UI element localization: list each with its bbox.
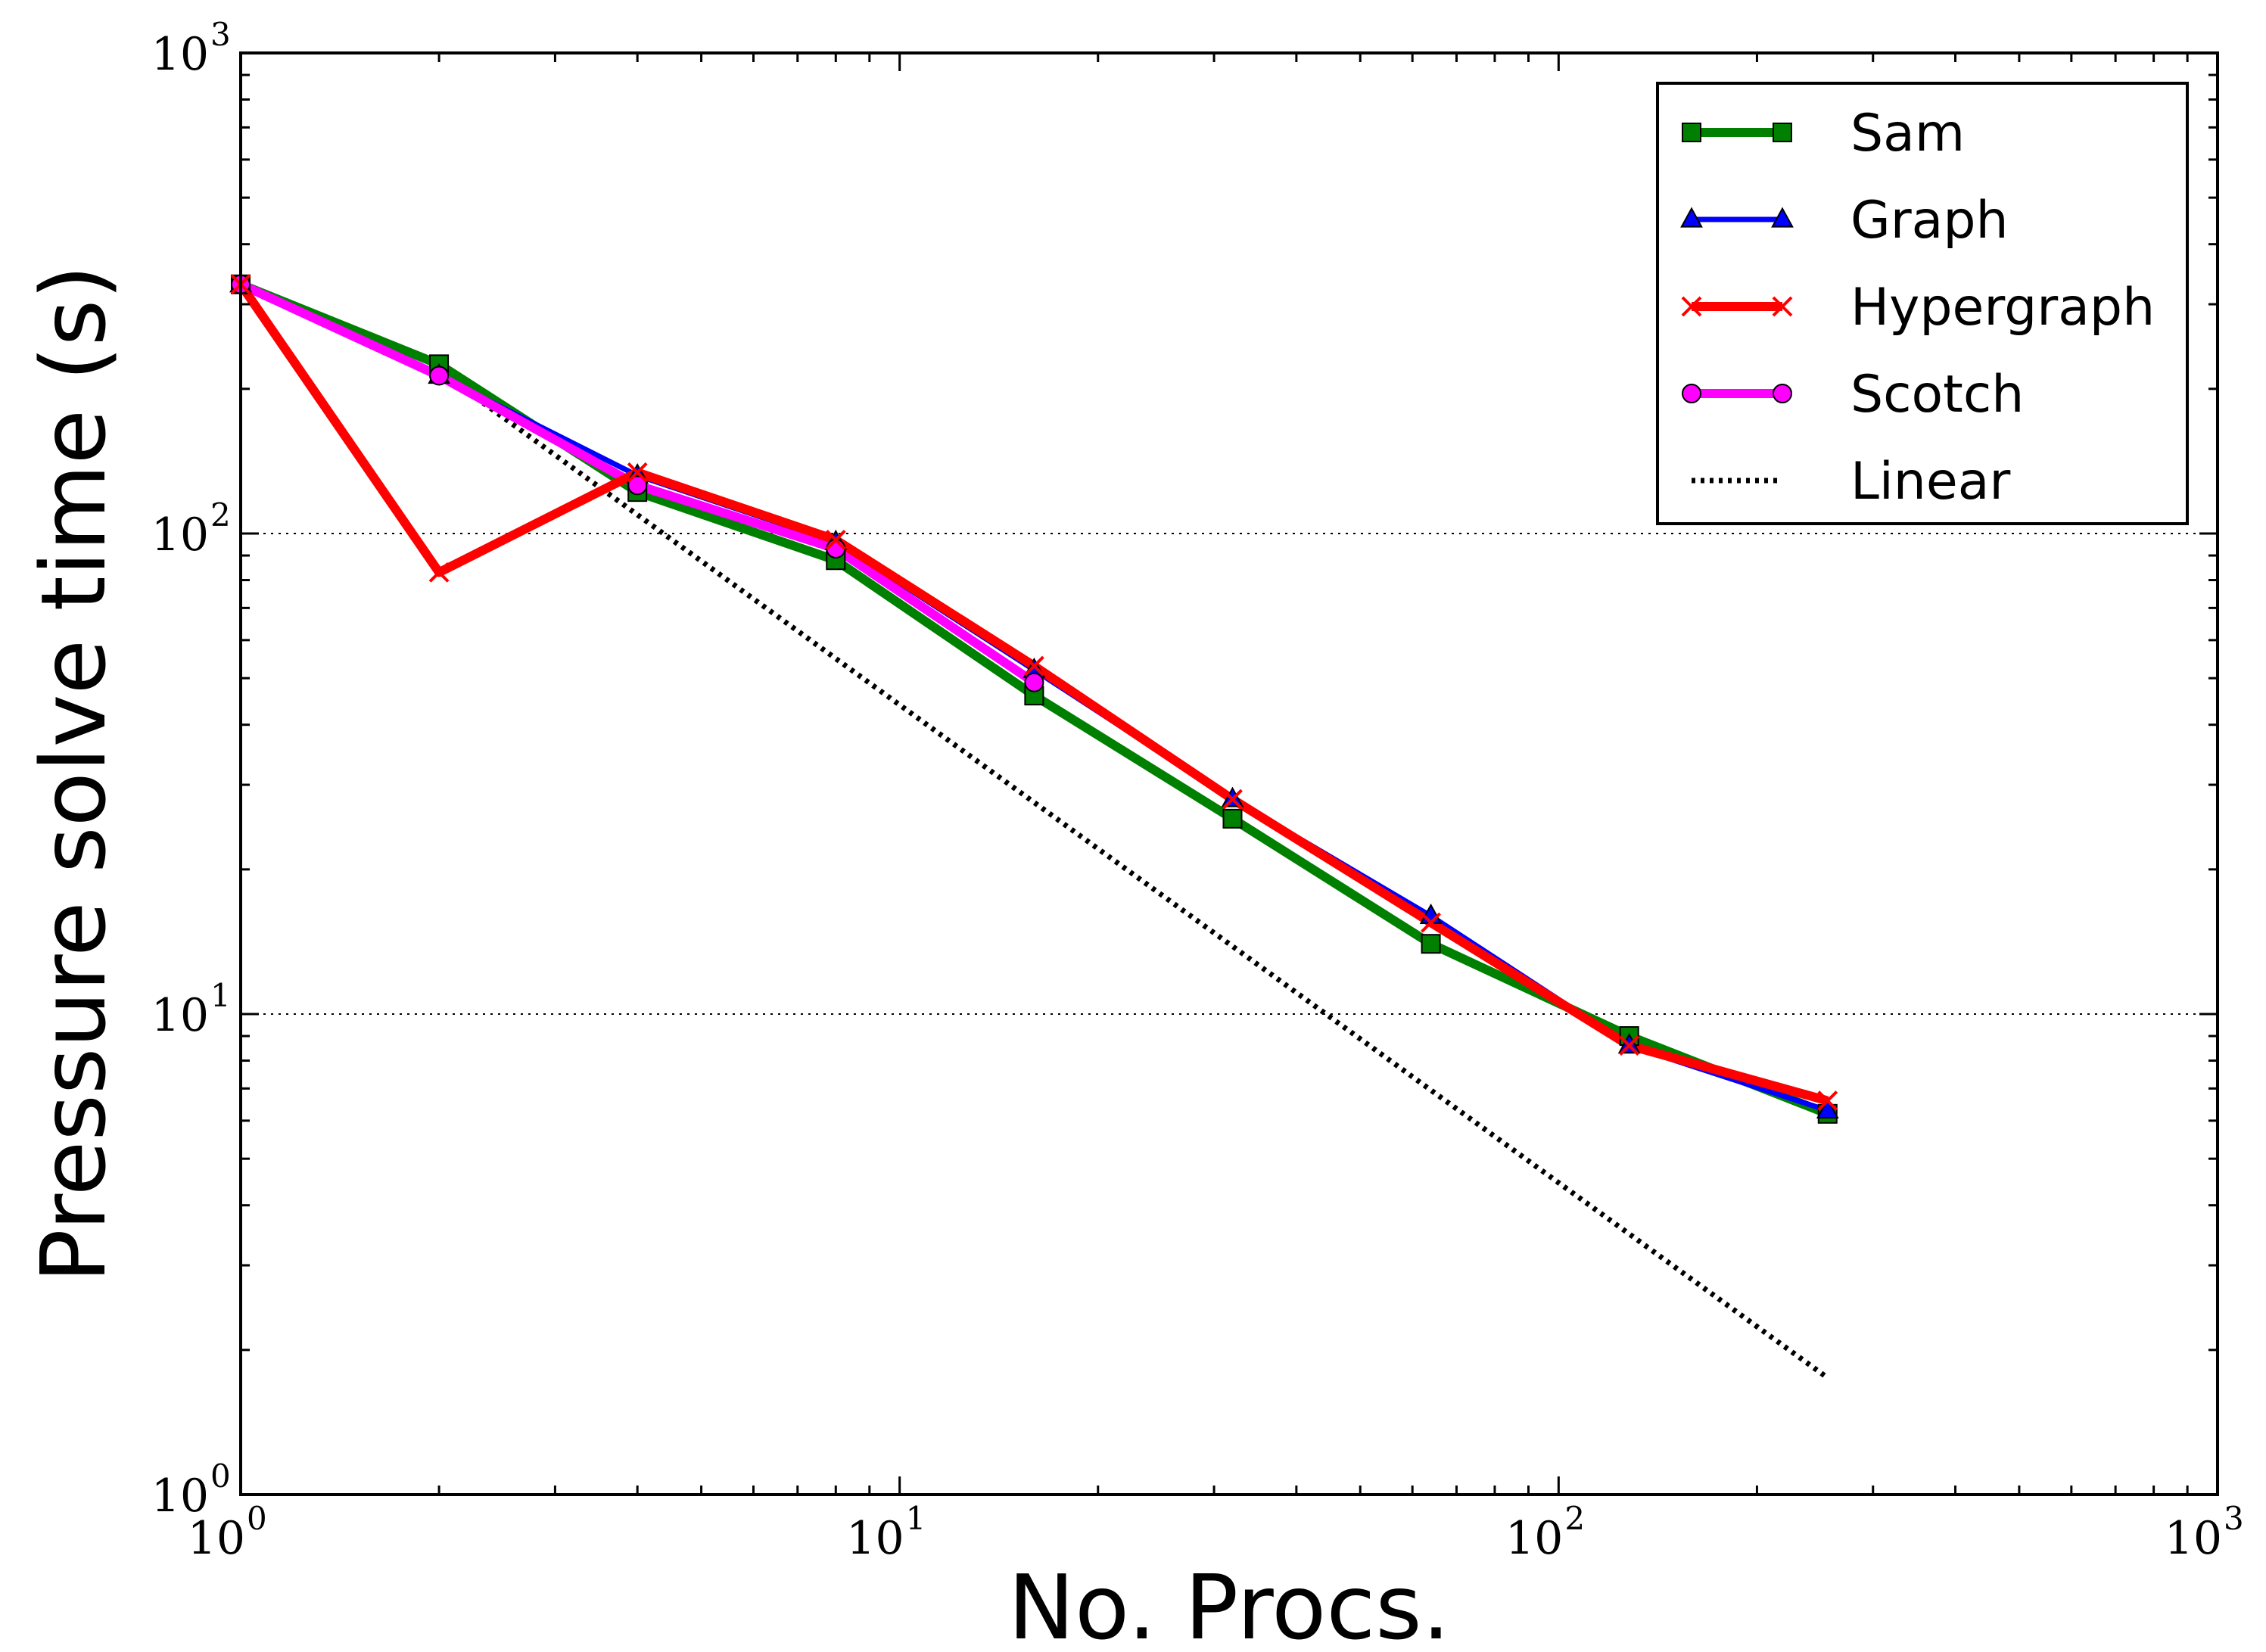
y-tick-label-exponent: 3 (210, 16, 231, 53)
data-point-marker (1680, 207, 1703, 228)
data-point-marker (825, 529, 846, 550)
axis-tick-labels: 10 0 10 1 10 2 10 310 010 110 210 3 (151, 16, 2244, 1565)
legend-label-sam: Sam (1850, 104, 1965, 163)
data-point-marker (627, 462, 648, 483)
data-point-marker (428, 562, 450, 583)
data-point-marker (1772, 296, 1793, 317)
series-line-linear (437, 369, 1829, 1380)
y-tick-label-exponent: 1 (210, 977, 231, 1014)
data-point-marker (1771, 207, 1794, 228)
data-point-marker (1023, 655, 1044, 677)
data-point-marker (1619, 1035, 1640, 1056)
x-tick-label-exponent: 1 (906, 1500, 926, 1537)
data-point-marker (1681, 296, 1702, 317)
data-point-marker (1222, 808, 1243, 829)
legend-label-hypergraph: Hypergraph (1850, 278, 2155, 338)
data-point-marker (826, 539, 846, 559)
x-tick-label: 10 (188, 1512, 245, 1565)
legend-label-scotch: Scotch (1850, 365, 2024, 425)
x-axis-label: No. Procs. (1008, 1555, 1450, 1652)
x-tick-label: 10 (1505, 1512, 1563, 1565)
data-point-marker (1421, 912, 1441, 933)
y-tick-label-exponent: 0 (210, 1458, 231, 1495)
data-point-marker (1222, 789, 1243, 810)
x-tick-label: 10 (846, 1512, 904, 1565)
legend-label-linear: Linear (1850, 452, 2010, 512)
data-point-marker (1816, 1097, 1839, 1119)
plot-frame (239, 51, 2219, 1496)
y-tick-label: 10 (151, 989, 209, 1042)
plot-markers (229, 272, 1839, 1124)
y-tick-label: 10 (151, 28, 209, 81)
data-point-marker (627, 475, 648, 496)
x-tick-label-exponent: 2 (1564, 1500, 1585, 1537)
x-tick-label: 10 (2165, 1512, 2222, 1565)
y-tick-label-exponent: 2 (210, 496, 231, 534)
data-point-marker (1773, 384, 1792, 403)
legend-label-graph: Graph (1850, 191, 2009, 250)
x-tick-label-exponent: 0 (247, 1500, 267, 1537)
y-axis-label: Pressure solve time (s) (21, 265, 126, 1283)
data-point-marker (1773, 123, 1792, 142)
data-point-marker (429, 366, 450, 386)
axis-ticks (239, 51, 2219, 1496)
x-tick-label-exponent: 3 (2224, 1500, 2244, 1537)
data-point-marker (1817, 1090, 1838, 1112)
data-point-marker (1682, 123, 1701, 142)
data-point-marker (1024, 672, 1044, 692)
legend: Sam Graph Hypergraph Scotch Linear (1656, 82, 2189, 525)
y-tick-label: 10 (151, 509, 209, 562)
y-tick-label: 10 (151, 1470, 209, 1523)
data-point-marker (1421, 934, 1441, 954)
data-point-marker (1682, 384, 1701, 403)
